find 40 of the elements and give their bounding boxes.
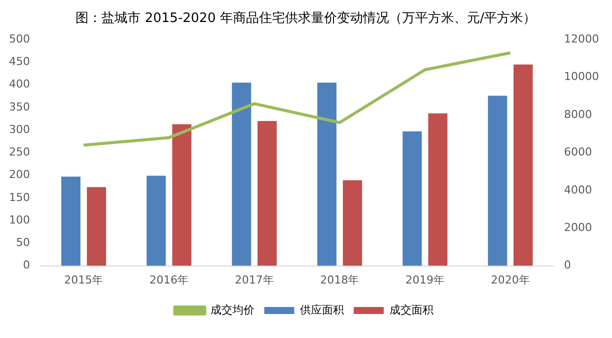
- y2-tick-label: 8000: [564, 108, 592, 121]
- y2-tick-label: 2000: [564, 220, 592, 234]
- bar: [146, 176, 166, 266]
- legend-label: 成交均价: [210, 303, 254, 316]
- bar: [317, 82, 336, 266]
- y-tick-label: 300: [8, 122, 30, 136]
- x-tick-label: 2015年: [64, 273, 104, 286]
- y2-tick-label: 10000: [564, 70, 600, 84]
- x-tick-label: 2016年: [150, 273, 188, 286]
- bar: [514, 64, 533, 266]
- y2-tick-label: 6000: [564, 146, 592, 159]
- y-tick-label: 100: [8, 213, 30, 226]
- bar: [428, 113, 448, 266]
- y-tick-label: 150: [8, 190, 30, 204]
- bar: [488, 96, 508, 266]
- y2-tick-label: 0: [564, 258, 572, 272]
- y-tick-label: 500: [8, 32, 30, 46]
- legend-label: 成交面积: [389, 303, 434, 316]
- x-tick-label: 2019年: [406, 273, 445, 286]
- chart-title: 图：盐城市 2015-2020 年商品住宅供求量价变动情况（万平方米、元/平方米）: [74, 10, 538, 28]
- y-tick-label: 0: [22, 258, 30, 272]
- bar: [86, 187, 106, 266]
- bar: [342, 180, 362, 266]
- y-tick-label: 200: [8, 168, 30, 182]
- bar: [258, 121, 277, 266]
- x-tick-label: 2018年: [320, 273, 360, 286]
- bar: [61, 176, 80, 266]
- y-tick-label: 50: [16, 236, 30, 250]
- y-tick-label: 250: [8, 146, 30, 159]
- bar: [172, 124, 192, 266]
- y-tick-label: 400: [8, 78, 30, 91]
- y-tick-label: 450: [8, 55, 30, 68]
- x-tick-label: 2020年: [490, 273, 530, 286]
- legend-label: 供应面积: [300, 303, 344, 316]
- y2-tick-label: 4000: [564, 183, 592, 196]
- bar: [232, 82, 252, 266]
- x-tick-label: 2017年: [234, 273, 274, 286]
- y2-tick-label: 12000: [564, 32, 600, 46]
- bar: [402, 131, 422, 266]
- y-tick-label: 350: [8, 100, 30, 114]
